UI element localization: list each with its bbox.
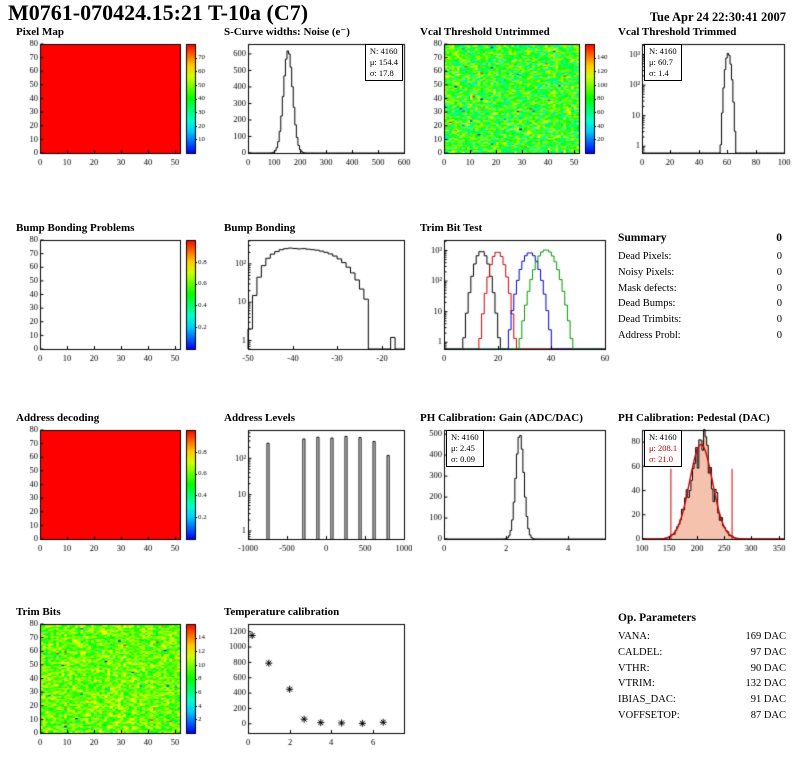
summary-label: Address Probl: xyxy=(618,329,681,341)
stats-sigma: σ: 17.8 xyxy=(369,68,394,79)
summary-row-mask-defects: Mask defects: 0 xyxy=(618,281,782,297)
op-parameters-heading-row: Op. Parameters xyxy=(618,612,786,624)
stats-sigma: σ: 0.09 xyxy=(451,454,475,465)
stats-box-scurve: N: 4160 μ: 154.4 σ: 17.8 xyxy=(364,44,403,82)
op-param-value: 90 DAC xyxy=(750,662,786,674)
summary-panel: Summary 0 Dead Pixels: 0 Noisy Pixels: 0… xyxy=(618,232,782,344)
summary-row-noisy-pixels: Noisy Pixels: 0 xyxy=(618,265,782,281)
stats-entries: N: 4160 xyxy=(369,46,398,56)
temperature-calibration-canvas xyxy=(222,619,412,749)
stats-sigma: σ: 1.4 xyxy=(649,68,669,79)
trim-bit-test-canvas xyxy=(418,235,613,365)
op-param-label: VANA: xyxy=(618,631,650,642)
trim-bits-canvas xyxy=(14,619,214,749)
stats-entries: N: 4160 xyxy=(649,46,677,56)
plot-title-bump-bonding: Bump Bonding xyxy=(224,222,296,234)
address-decoding-canvas xyxy=(14,425,214,555)
plot-title-vcal-untrimmed: Vcal Threshold Untrimmed xyxy=(420,26,550,38)
ph-pedestal-canvas xyxy=(616,425,792,555)
plot-pixel-map: Pixel Map xyxy=(14,26,214,169)
op-param-value: 97 DAC xyxy=(750,646,786,658)
plot-title-ph-gain: PH Calibration: Gain (ADC/DAC) xyxy=(420,412,583,424)
op-param-label: IBIAS_DAC: xyxy=(618,694,676,705)
stats-box-ph-pedestal: N: 4160 μ: 208.1 σ: 21.0 xyxy=(644,430,683,468)
bump-bonding-canvas xyxy=(222,235,412,365)
stats-mean: μ: 2.45 xyxy=(451,443,475,454)
pixel-map-canvas xyxy=(14,39,214,169)
op-param-label: VTRIM: xyxy=(618,678,655,690)
plot-bump-bonding-problems: Bump Bonding Problems xyxy=(14,222,214,365)
stats-box-ph-gain: N: 4160 μ: 2.45 σ: 0.09 xyxy=(446,430,484,468)
bump-bonding-problems-canvas xyxy=(14,235,214,365)
op-param-value: 87 DAC xyxy=(750,709,786,721)
plot-title-trim-bits: Trim Bits xyxy=(16,606,61,618)
op-param-row-voffsetop: VOFFSETOP: 87 DAC xyxy=(618,708,786,724)
plot-title-bump-bonding-problems: Bump Bonding Problems xyxy=(16,222,135,234)
stats-box-vcal-trimmed: N: 4160 μ: 60.7 σ: 1.4 xyxy=(644,44,682,82)
op-parameters-heading: Op. Parameters xyxy=(618,612,696,624)
summary-label: Dead Bumps: xyxy=(618,298,676,310)
summary-row-dead-trimbits: Dead Trimbits: 0 xyxy=(618,312,782,328)
plot-scurve-noise: S-Curve widths: Noise (e⁻) N: 4160 μ: 15… xyxy=(222,26,412,169)
stats-mean: μ: 60.7 xyxy=(649,57,673,68)
plot-trim-bits: Trim Bits xyxy=(14,606,214,749)
stats-sigma: σ: 21.0 xyxy=(649,454,673,465)
plot-title-temperature-calibration: Temperature calibration xyxy=(224,606,340,618)
plot-title-vcal-trimmed: Vcal Threshold Trimmed xyxy=(618,26,737,38)
summary-label: Noisy Pixels: xyxy=(618,266,675,278)
summary-value: 0 xyxy=(776,314,782,325)
plot-title-trim-bit-test: Trim Bit Test xyxy=(420,222,483,234)
op-param-label: CALDEL: xyxy=(618,646,663,658)
plot-bump-bonding: Bump Bonding xyxy=(222,222,412,365)
plot-vcal-threshold-trimmed: Vcal Threshold Trimmed N: 4160 μ: 60.7 σ… xyxy=(616,26,792,169)
stats-mean: μ: 154.4 xyxy=(369,57,398,68)
summary-heading-value: 0 xyxy=(776,232,782,244)
op-param-value: 91 DAC xyxy=(750,694,786,705)
plot-ph-gain: PH Calibration: Gain (ADC/DAC) N: 4160 μ… xyxy=(418,412,613,555)
summary-value: 0 xyxy=(776,329,782,341)
plot-ph-pedestal: PH Calibration: Pedestal (DAC) N: 4160 μ… xyxy=(616,412,792,555)
plot-title-scurve-noise: S-Curve widths: Noise (e⁻) xyxy=(224,26,350,38)
plot-vcal-threshold-untrimmed: Vcal Threshold Untrimmed xyxy=(418,26,613,169)
summary-row-dead-pixels: Dead Pixels: 0 xyxy=(618,249,782,265)
op-param-row-vana: VANA: 169 DAC xyxy=(618,629,786,645)
summary-label: Dead Pixels: xyxy=(618,251,672,262)
timestamp: Tue Apr 24 22:30:41 2007 xyxy=(649,10,786,24)
op-param-row-caldel: CALDEL: 97 DAC xyxy=(618,645,786,661)
summary-label: Mask defects: xyxy=(618,282,677,294)
op-param-row-vtrim: VTRIM: 132 DAC xyxy=(618,676,786,692)
plot-title-ph-pedestal: PH Calibration: Pedestal (DAC) xyxy=(618,412,770,424)
address-levels-canvas xyxy=(222,425,412,555)
summary-row-dead-bumps: Dead Bumps: 0 xyxy=(618,296,782,312)
plot-title-pixel-map: Pixel Map xyxy=(16,26,64,38)
page-title: M0761-070424.15:21 T-10a (C7) xyxy=(8,0,309,25)
summary-value: 0 xyxy=(776,298,782,310)
summary-label: Dead Trimbits: xyxy=(618,314,682,325)
plot-title-address-levels: Address Levels xyxy=(224,412,295,424)
op-param-row-ibias-dac: IBIAS_DAC: 91 DAC xyxy=(618,692,786,708)
op-param-value: 132 DAC xyxy=(745,678,786,690)
op-param-label: VOFFSETOP: xyxy=(618,709,680,721)
plot-trim-bit-test: Trim Bit Test xyxy=(418,222,613,365)
summary-value: 0 xyxy=(776,251,782,262)
plot-address-levels: Address Levels xyxy=(222,412,412,555)
plot-temperature-calibration: Temperature calibration xyxy=(222,606,412,749)
stats-entries: N: 4160 xyxy=(451,432,479,442)
op-param-value: 169 DAC xyxy=(745,631,786,642)
summary-row-address-probl: Address Probl: 0 xyxy=(618,328,782,344)
plot-address-decoding: Address decoding xyxy=(14,412,214,555)
op-param-row-vthr: VTHR: 90 DAC xyxy=(618,661,786,677)
summary-value: 0 xyxy=(776,282,782,294)
op-parameters-panel: Op. Parameters VANA: 169 DAC CALDEL: 97 … xyxy=(618,612,786,724)
summary-heading-row: Summary 0 xyxy=(618,232,782,244)
stats-entries: N: 4160 xyxy=(649,432,677,442)
summary-heading: Summary xyxy=(618,232,667,244)
summary-value: 0 xyxy=(776,266,782,278)
plot-title-address-decoding: Address decoding xyxy=(16,412,100,424)
vcal-trimmed-canvas xyxy=(616,39,792,169)
op-param-label: VTHR: xyxy=(618,662,650,674)
stats-mean: μ: 208.1 xyxy=(649,443,678,454)
vcal-untrimmed-canvas xyxy=(418,39,613,169)
